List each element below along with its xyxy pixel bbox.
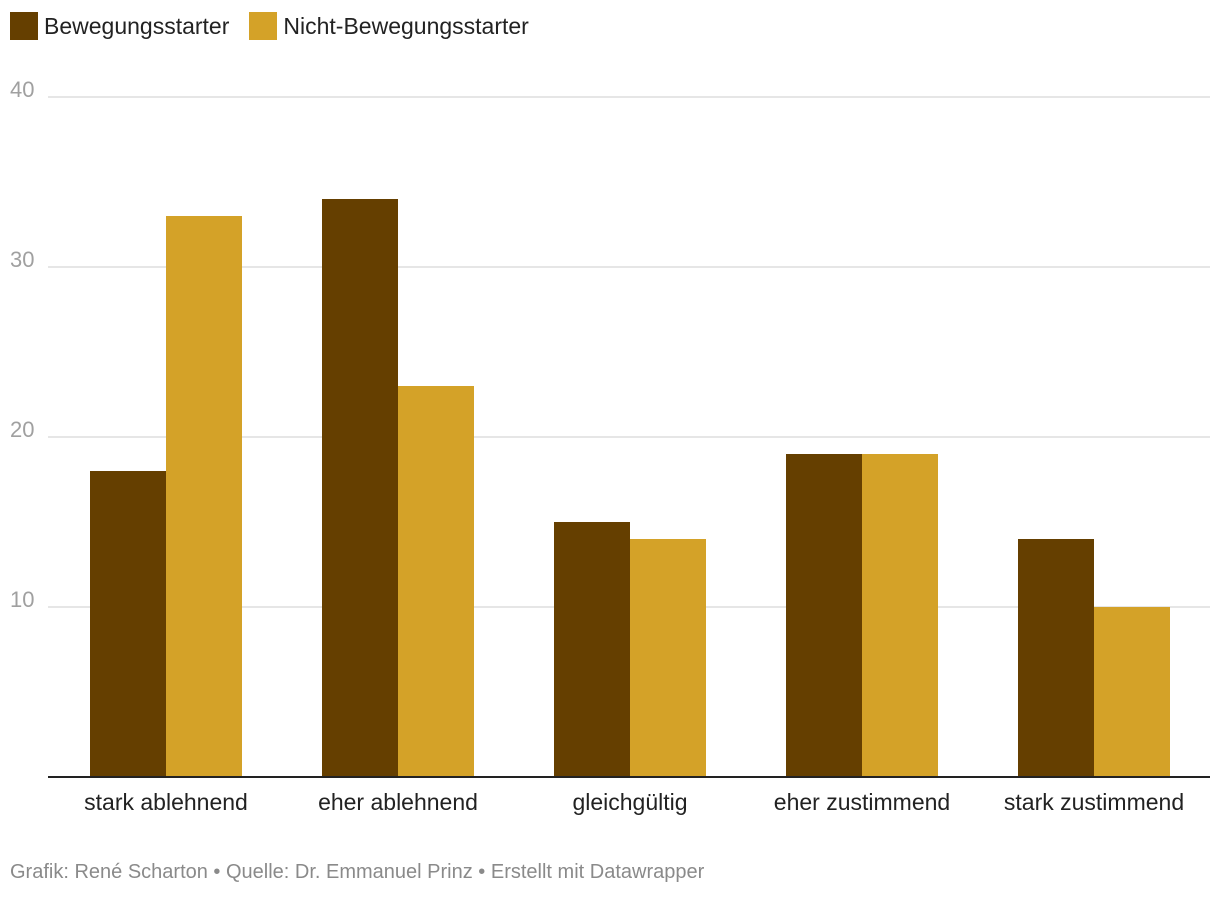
- legend-label-bewegungsstarter: Bewegungsstarter: [44, 12, 230, 39]
- y-tick-label: 30: [10, 247, 34, 272]
- chart-footer: Grafik: René Scharton • Quelle: Dr. Emma…: [10, 861, 705, 883]
- x-tick-label: stark ablehnend: [84, 789, 248, 815]
- legend-swatch-nicht-bewegungsstarter: [249, 12, 278, 40]
- bar-bewegungsstarter: [554, 522, 630, 777]
- x-tick-label: eher ablehnend: [318, 789, 478, 815]
- legend-item-nicht-bewegungsstarter: Nicht-Bewegungsstarter: [249, 12, 529, 40]
- y-tick-label: 10: [10, 587, 34, 612]
- bar-nicht-bewegungsstarter: [166, 216, 242, 777]
- y-tick-label: 40: [10, 77, 34, 102]
- legend-item-bewegungsstarter: Bewegungsstarter: [10, 12, 229, 40]
- bar-bewegungsstarter: [786, 454, 862, 777]
- x-tick-label: stark zustimmend: [1004, 789, 1184, 815]
- bar-nicht-bewegungsstarter: [1094, 607, 1170, 777]
- bar-bewegungsstarter: [322, 199, 398, 777]
- y-tick-label: 20: [10, 417, 34, 442]
- bar-bewegungsstarter: [90, 471, 166, 777]
- x-tick-label: eher zustimmend: [774, 789, 950, 815]
- chart-legend: Bewegungsstarter Nicht-Bewegungsstarter: [10, 12, 549, 40]
- x-tick-label: gleichgültig: [572, 789, 687, 815]
- bar-nicht-bewegungsstarter: [398, 386, 474, 777]
- legend-label-nicht-bewegungsstarter: Nicht-Bewegungsstarter: [283, 12, 529, 39]
- bar-bewegungsstarter: [1018, 539, 1094, 777]
- bar-nicht-bewegungsstarter: [630, 539, 706, 777]
- legend-swatch-bewegungsstarter: [10, 12, 38, 40]
- bar-nicht-bewegungsstarter: [862, 454, 938, 777]
